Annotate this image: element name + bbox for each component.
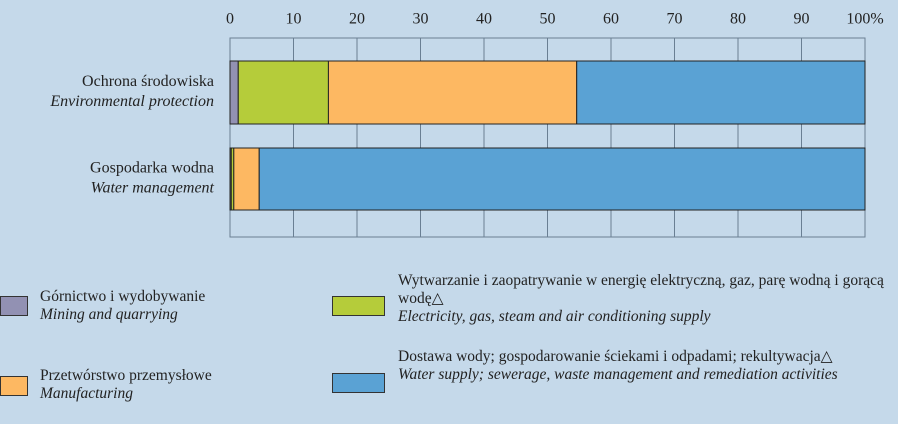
legend-entry: Górnictwo i wydobywanie Mining and quarry… [40,288,300,324]
bar-segment [258,147,866,211]
x-tick-label: 40 [476,11,492,28]
x-tick-label: 30 [413,11,429,28]
legend-swatch [332,296,385,316]
x-tick-label: 100% [846,11,883,28]
legend-label-en: Manufacturing [40,385,133,402]
legend-label: Przetwórstwo przemysłowe [40,367,212,384]
legend-label-en: Water supply; sewerage, waste management… [398,366,838,383]
x-tick-label: 20 [349,11,365,28]
category-label: Ochrona środowiska [82,73,214,90]
x-tick-label: 90 [794,11,810,28]
bar-segment [327,60,578,125]
legend-entry: Przetwórstwo przemysłowe Manufacturing [40,367,300,403]
category-label-en: Environmental protection [49,93,214,110]
legend-entry: Wytwarzanie i zaopatrywanie w energię el… [398,272,888,326]
bar-segment [237,60,329,125]
bar-segment [229,60,239,125]
x-tick-label: 0 [226,11,234,28]
category-label: Gospodarka wodna [90,160,214,177]
x-tick-label: 10 [286,11,302,28]
legend-swatch [0,296,28,316]
legend-swatch [332,373,385,393]
legend-entry: Dostawa wody; gospodarowanie ściekami i … [398,348,888,384]
legend-label-en: Electricity, gas, steam and air conditio… [398,308,711,325]
legend-label: Wytwarzanie i zaopatrywanie w energię el… [398,272,884,307]
legend-label: Górnictwo i wydobywanie [40,288,206,305]
x-tick-label: 80 [730,11,746,28]
x-tick-label: 60 [603,11,619,28]
bar-segment [233,147,260,211]
x-tick-label: 50 [540,11,556,28]
category-label-en: Water management [91,180,215,197]
x-tick-label: 70 [667,11,683,28]
plot: 0 10 20 30 40 50 60 70 80 90 100% Ochrona środowisk… [49,11,884,238]
legend-swatch [0,376,28,396]
legend-label: Dostawa wody; gospodarowanie ściekami i … [398,348,833,365]
legend-label-en: Mining and quarrying [40,306,178,323]
bar-segment [576,60,866,125]
